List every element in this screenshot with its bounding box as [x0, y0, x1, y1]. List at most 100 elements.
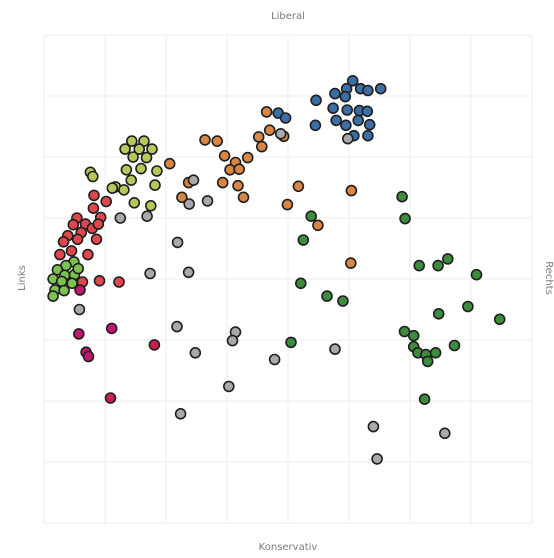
data-point	[151, 165, 163, 177]
data-point	[305, 210, 318, 222]
data-point	[260, 106, 273, 118]
data-point	[189, 346, 202, 359]
data-point	[281, 198, 294, 211]
data-point	[340, 119, 352, 132]
data-point	[429, 346, 442, 359]
data-point	[312, 219, 324, 232]
data-point	[407, 329, 420, 342]
data-point	[327, 102, 339, 114]
data-point	[438, 427, 451, 440]
data-point	[201, 195, 214, 207]
data-point	[462, 300, 474, 313]
data-points	[47, 75, 506, 465]
data-point	[145, 200, 157, 212]
data-point	[171, 236, 184, 249]
data-point	[346, 75, 359, 87]
data-point	[241, 151, 254, 164]
data-point	[118, 184, 130, 196]
data-point	[448, 339, 461, 352]
data-point	[187, 174, 200, 186]
data-point	[493, 313, 506, 326]
axis-label-right: Rechts	[543, 261, 554, 295]
data-point	[339, 90, 352, 103]
data-point	[105, 322, 118, 335]
data-point	[144, 267, 156, 280]
data-point	[67, 218, 80, 231]
data-point	[163, 157, 176, 170]
data-point	[57, 236, 70, 248]
data-point	[362, 84, 374, 97]
data-point	[176, 191, 188, 204]
data-point	[47, 290, 59, 302]
data-point	[88, 189, 100, 202]
data-point	[113, 276, 125, 288]
data-point	[146, 143, 158, 155]
data-point	[183, 198, 195, 210]
data-point	[292, 180, 305, 193]
data-point	[199, 134, 211, 146]
data-point	[396, 190, 408, 203]
data-point	[66, 277, 78, 290]
data-point	[218, 150, 231, 162]
data-point	[371, 453, 383, 465]
axis-label-top: Liberal	[271, 11, 305, 22]
data-point	[128, 197, 141, 209]
data-point	[345, 184, 358, 197]
data-point	[309, 119, 322, 132]
data-point	[93, 274, 106, 287]
data-point	[73, 303, 86, 316]
data-point	[361, 105, 374, 118]
data-point	[100, 195, 112, 208]
data-point	[263, 124, 276, 136]
data-point	[252, 131, 265, 143]
data-point	[127, 151, 139, 163]
data-point	[82, 350, 95, 363]
data-point	[73, 328, 85, 340]
data-point	[82, 248, 94, 261]
data-point	[363, 118, 376, 131]
data-point	[125, 174, 137, 186]
data-point	[399, 212, 411, 225]
data-point	[182, 266, 195, 279]
data-point	[211, 135, 223, 147]
data-point	[133, 143, 145, 155]
data-point	[233, 163, 245, 175]
data-point	[413, 259, 426, 272]
data-point	[232, 179, 244, 192]
data-point	[329, 343, 341, 355]
data-point	[321, 290, 333, 302]
data-point	[226, 334, 239, 347]
data-point	[223, 380, 235, 393]
data-point	[421, 355, 434, 368]
data-point	[432, 307, 445, 320]
data-point	[297, 234, 310, 246]
data-point	[74, 284, 86, 296]
data-point	[362, 129, 374, 142]
data-point	[216, 176, 229, 189]
data-point	[470, 268, 483, 281]
data-point	[367, 420, 380, 433]
data-point	[441, 253, 454, 265]
data-point	[310, 94, 322, 107]
data-point	[330, 114, 343, 127]
data-point	[341, 104, 354, 116]
data-point	[120, 164, 133, 176]
data-point	[54, 248, 66, 261]
data-point	[329, 87, 341, 100]
data-point	[432, 259, 444, 272]
data-point	[255, 140, 268, 153]
data-point	[141, 210, 153, 222]
data-point	[274, 128, 287, 140]
data-point	[268, 353, 281, 366]
data-point	[285, 336, 297, 349]
data-point	[337, 295, 349, 307]
data-point	[71, 233, 84, 246]
data-point	[398, 325, 411, 338]
data-point	[174, 407, 187, 420]
data-point	[344, 257, 357, 269]
data-point	[279, 112, 292, 124]
data-point	[92, 218, 105, 230]
data-point	[58, 284, 70, 297]
data-point	[55, 275, 68, 288]
